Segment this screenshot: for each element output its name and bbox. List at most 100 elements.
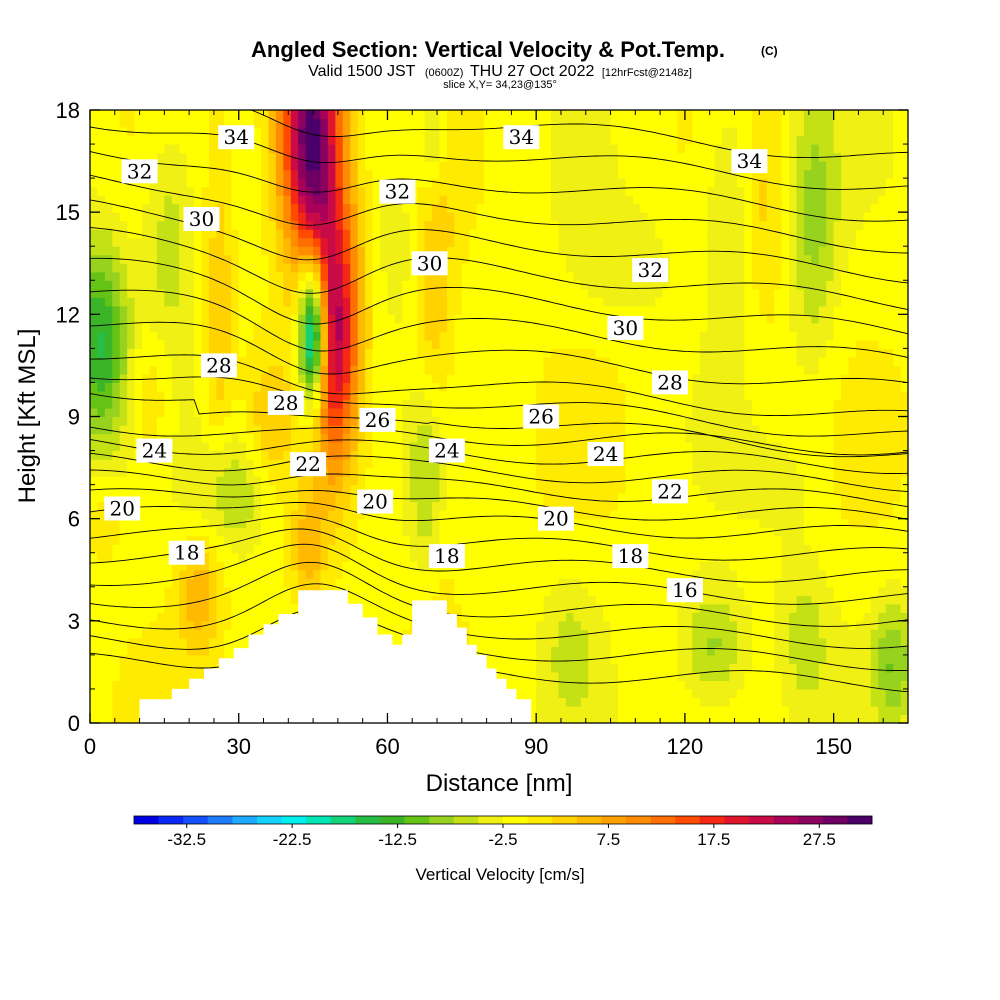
velocity-cell <box>142 212 151 222</box>
velocity-cell <box>320 229 329 239</box>
velocity-cell <box>142 127 151 137</box>
velocity-cell <box>194 467 203 477</box>
velocity-cell <box>231 433 240 443</box>
velocity-cell <box>119 671 128 681</box>
velocity-cell <box>499 459 507 469</box>
velocity-cell <box>104 348 113 358</box>
velocity-cell <box>305 237 314 247</box>
velocity-cell <box>313 203 322 213</box>
velocity-cell <box>186 569 195 579</box>
velocity-cell <box>328 263 336 273</box>
velocity-cell <box>469 246 478 256</box>
velocity-cell <box>499 671 507 681</box>
velocity-cell <box>149 237 158 247</box>
velocity-cell <box>231 399 240 409</box>
velocity-cell <box>328 552 336 562</box>
velocity-cell <box>201 416 210 426</box>
velocity-cell <box>112 459 121 469</box>
velocity-cell <box>149 212 158 222</box>
velocity-cell <box>320 118 329 128</box>
velocity-cell <box>253 288 262 298</box>
velocity-cell <box>238 220 247 230</box>
velocity-cell <box>387 527 396 537</box>
velocity-cell <box>573 552 582 562</box>
velocity-cell <box>179 450 188 460</box>
velocity-cell <box>246 518 255 528</box>
velocity-cell <box>104 186 113 196</box>
velocity-cell <box>595 127 604 137</box>
velocity-cell <box>261 348 269 358</box>
velocity-cell <box>424 425 433 435</box>
velocity-cell <box>290 280 299 290</box>
subtitle-date: THU 27 Oct 2022 <box>470 63 595 80</box>
velocity-cell <box>164 552 173 562</box>
velocity-cell <box>536 450 545 460</box>
velocity-cell <box>543 654 552 664</box>
velocity-cell <box>216 569 225 579</box>
velocity-cell <box>104 714 113 723</box>
velocity-cell <box>394 569 403 579</box>
velocity-cell <box>551 535 560 545</box>
velocity-cell <box>119 603 128 613</box>
velocity-cell <box>551 586 560 596</box>
velocity-cell <box>432 391 441 401</box>
velocity-cell <box>134 373 143 383</box>
velocity-cell <box>350 127 359 137</box>
velocity-cell <box>565 195 574 205</box>
velocity-cell <box>595 348 604 358</box>
velocity-cell <box>454 135 463 145</box>
velocity-cell <box>253 552 262 562</box>
velocity-cell <box>565 544 574 554</box>
velocity-cell <box>186 578 195 588</box>
velocity-cell <box>402 314 411 324</box>
velocity-cell <box>179 373 188 383</box>
velocity-cell <box>595 305 604 315</box>
velocity-cell <box>588 706 597 716</box>
velocity-cell <box>342 212 351 222</box>
velocity-cell <box>528 322 537 332</box>
velocity-cell <box>149 603 158 613</box>
velocity-cell <box>387 391 396 401</box>
velocity-cell <box>565 680 574 690</box>
velocity-cell <box>372 322 381 332</box>
velocity-cell <box>469 203 478 213</box>
velocity-cell <box>127 152 136 162</box>
velocity-cell <box>387 314 396 324</box>
velocity-cell <box>179 220 188 230</box>
velocity-cell <box>365 280 374 290</box>
velocity-cell <box>164 569 173 579</box>
velocity-cell <box>380 535 388 545</box>
velocity-cell <box>246 595 255 605</box>
velocity-cell <box>275 152 284 162</box>
velocity-cell <box>506 476 515 486</box>
velocity-cell <box>565 161 574 171</box>
velocity-cell <box>558 552 567 562</box>
velocity-cell <box>201 484 210 494</box>
velocity-cell <box>320 161 329 171</box>
velocity-cell <box>275 603 284 613</box>
velocity-cell <box>558 356 567 366</box>
velocity-cell <box>543 646 552 656</box>
velocity-cell <box>528 288 537 298</box>
velocity-cell <box>573 305 582 315</box>
velocity-cell <box>223 203 232 213</box>
velocity-cell <box>484 118 493 128</box>
velocity-cell <box>350 476 359 486</box>
velocity-cell <box>134 646 143 656</box>
velocity-cell <box>551 305 560 315</box>
velocity-cell <box>283 331 292 341</box>
velocity-cell <box>142 535 151 545</box>
velocity-cell <box>156 212 165 222</box>
velocity-cell <box>469 178 478 188</box>
velocity-cell <box>134 433 143 443</box>
velocity-cell <box>238 552 247 562</box>
velocity-cell <box>209 552 217 562</box>
velocity-cell <box>484 237 493 247</box>
velocity-cell <box>104 535 113 545</box>
velocity-cell <box>119 220 128 230</box>
velocity-cell <box>171 314 180 324</box>
velocity-cell <box>97 697 106 707</box>
velocity-cell <box>97 169 106 179</box>
velocity-cell <box>238 450 247 460</box>
velocity-cell <box>528 442 537 452</box>
